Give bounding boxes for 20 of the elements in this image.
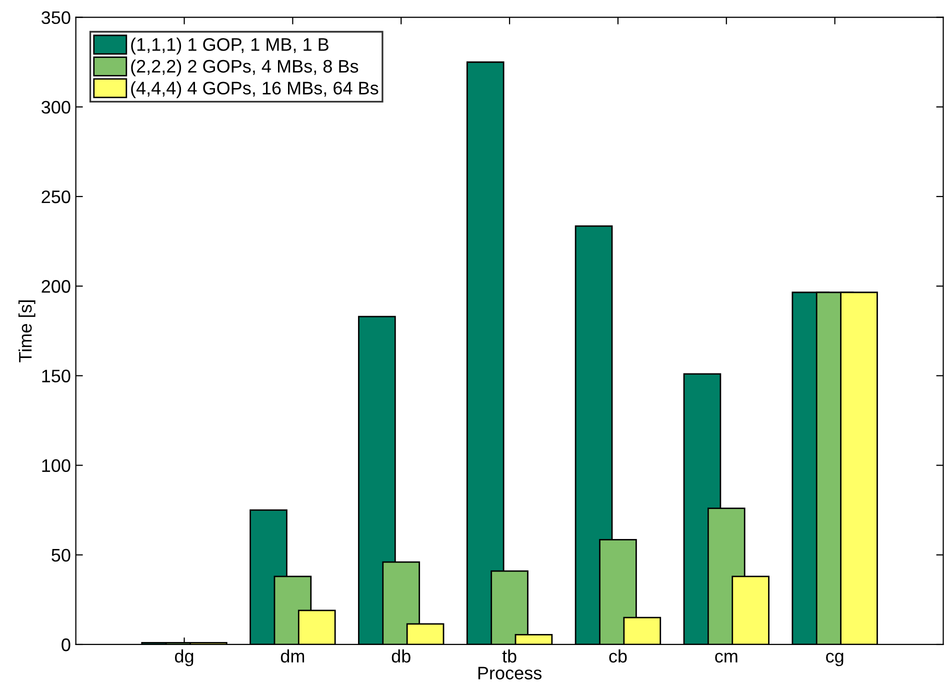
y-tick-label: 350	[42, 11, 70, 24]
y-tick-label: 150	[42, 370, 70, 382]
y-tick-label: 250	[42, 190, 70, 204]
y-tick-label: 0	[62, 638, 70, 652]
legend-label: (1,1,1) 1 GOP, 1 MB, 1 B	[131, 38, 328, 54]
y-axis-title: Time [s]	[18, 300, 36, 362]
y-tick-label: 300	[42, 100, 70, 114]
legend-label: (2,2,2) 2 GOPs, 4 MBs, 8 Bs	[131, 59, 358, 76]
y-tick-label: 100	[42, 459, 70, 472]
x-tick-label: dg	[174, 649, 194, 666]
x-axis-title: Process	[478, 666, 542, 680]
x-tick-label: cg	[826, 652, 844, 666]
x-tick-label: tb	[502, 649, 516, 663]
x-tick-label: cb	[609, 649, 627, 663]
x-tick-label: cm	[715, 652, 738, 663]
legend-label: (4,4,4) 4 GOPs, 16 MBs, 64 Bs	[131, 81, 378, 98]
y-tick-label: 50	[52, 548, 70, 562]
x-tick-label: db	[392, 649, 410, 663]
x-tick-label: dm	[280, 649, 304, 663]
y-tick-label: 200	[42, 280, 70, 293]
